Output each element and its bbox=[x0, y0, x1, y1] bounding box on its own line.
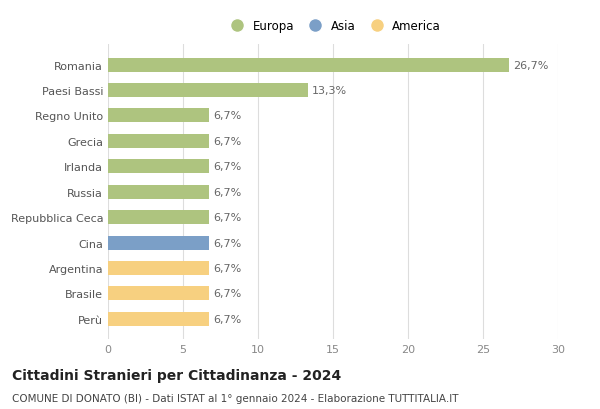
Bar bbox=[108, 109, 209, 123]
Bar bbox=[108, 135, 209, 148]
Text: 6,7%: 6,7% bbox=[213, 162, 241, 172]
Text: 6,7%: 6,7% bbox=[213, 187, 241, 197]
Text: 6,7%: 6,7% bbox=[213, 314, 241, 324]
Bar bbox=[108, 160, 209, 174]
Bar bbox=[108, 185, 209, 199]
Bar bbox=[108, 84, 308, 98]
Text: COMUNE DI DONATO (BI) - Dati ISTAT al 1° gennaio 2024 - Elaborazione TUTTITALIA.: COMUNE DI DONATO (BI) - Dati ISTAT al 1°… bbox=[12, 393, 458, 402]
Text: 6,7%: 6,7% bbox=[213, 289, 241, 299]
Bar bbox=[108, 58, 509, 72]
Bar bbox=[108, 236, 209, 250]
Bar bbox=[108, 211, 209, 225]
Text: 6,7%: 6,7% bbox=[213, 137, 241, 146]
Text: 6,7%: 6,7% bbox=[213, 111, 241, 121]
Bar bbox=[108, 287, 209, 301]
Text: Cittadini Stranieri per Cittadinanza - 2024: Cittadini Stranieri per Cittadinanza - 2… bbox=[12, 368, 341, 382]
Text: 6,7%: 6,7% bbox=[213, 213, 241, 222]
Legend: Europa, Asia, America: Europa, Asia, America bbox=[221, 16, 445, 38]
Text: 26,7%: 26,7% bbox=[513, 61, 548, 70]
Text: 6,7%: 6,7% bbox=[213, 263, 241, 273]
Text: 6,7%: 6,7% bbox=[213, 238, 241, 248]
Text: 13,3%: 13,3% bbox=[312, 86, 347, 96]
Bar bbox=[108, 312, 209, 326]
Bar bbox=[108, 261, 209, 275]
